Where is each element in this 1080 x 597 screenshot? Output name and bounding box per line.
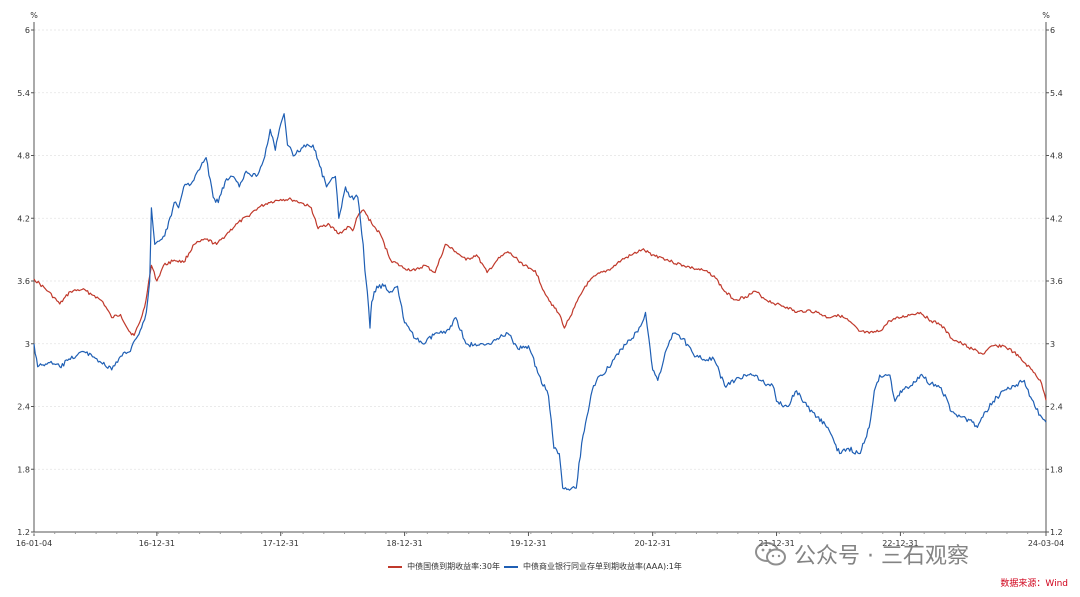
y-tick-label-right: 5.4 bbox=[1050, 89, 1063, 98]
legend-swatch-ncd bbox=[503, 565, 518, 568]
axes bbox=[33, 22, 1047, 533]
y-tick-label-left: 3 bbox=[25, 340, 30, 349]
y-tick-label-left: 4.2 bbox=[17, 214, 30, 223]
x-tick-label: 17-12-31 bbox=[263, 539, 299, 548]
y-tick-label-right: 3.6 bbox=[1050, 277, 1063, 286]
watermark-text: 公众号 · 三石观察 bbox=[794, 544, 969, 569]
x-tick-label: 16-01-04 bbox=[16, 539, 52, 548]
y-tick-label-left: 2.4 bbox=[17, 403, 30, 412]
series-lines bbox=[33, 113, 1047, 491]
series-line-aaa-ncd-1y bbox=[33, 113, 1047, 491]
x-tick-label: 24-03-04 bbox=[1028, 539, 1064, 548]
y-tick-label-left: 1.2 bbox=[17, 528, 30, 537]
grid-lines bbox=[34, 29, 1046, 470]
y-unit-right: % bbox=[1042, 11, 1050, 20]
x-tick-label: 16-12-31 bbox=[139, 539, 175, 548]
y-tick-label-left: 6 bbox=[25, 26, 30, 35]
wechat-icon bbox=[755, 542, 786, 566]
y-tick-label-left: 4.8 bbox=[17, 152, 30, 161]
y-tick-label-right: 3 bbox=[1050, 340, 1055, 349]
x-axis-ticks: 16-01-04 16-12-31 17-12-31 18-12-31 19-12-31… bbox=[16, 532, 1064, 548]
y-tick-label-left: 5.4 bbox=[17, 89, 30, 98]
y-tick-label-left: 1.8 bbox=[17, 465, 30, 474]
watermark: 公众号 · 三石观察 bbox=[754, 538, 969, 570]
y-tick-label-left: 3.6 bbox=[17, 277, 30, 286]
x-tick-label: 19-12-31 bbox=[510, 539, 546, 548]
data-source: 数据来源：Wind bbox=[1000, 579, 1068, 589]
legend-label-30y: 中债国债到期收益率:30年 bbox=[407, 562, 500, 571]
y-unit-left: % bbox=[30, 11, 38, 20]
legend-item-ncd: 中债商业银行同业存单到期收益率(AAA):1年 bbox=[503, 561, 682, 572]
y-axis-left-ticks: 6 5.4 4.8 4.2 3.6 3 2.4 1.8 1.2 bbox=[17, 26, 34, 537]
series-line-30y-treasury bbox=[33, 197, 1047, 401]
legend-label-ncd: 中债商业银行同业存单到期收益率(AAA):1年 bbox=[522, 562, 682, 571]
legend: 中债国债到期收益率:30年 中债商业银行同业存单到期收益率(AAA):1年 bbox=[0, 561, 1080, 572]
y-tick-label-right: 2.4 bbox=[1050, 403, 1063, 412]
x-tick-label: 18-12-31 bbox=[386, 539, 422, 548]
y-axis-right-ticks: 6 5.4 4.8 4.2 3.6 3 2.4 1.8 1.2 bbox=[1046, 26, 1063, 537]
legend-swatch-30y bbox=[388, 565, 403, 568]
x-tick-label: 20-12-31 bbox=[635, 539, 671, 548]
x-tick-label: 22-12-31 bbox=[882, 539, 918, 548]
y-tick-label-right: 1.2 bbox=[1050, 528, 1063, 537]
x-tick-label: 21-12-31 bbox=[758, 539, 794, 548]
y-tick-label-right: 4.2 bbox=[1050, 214, 1063, 223]
legend-item-30y: 中债国债到期收益率:30年 bbox=[388, 561, 500, 572]
y-tick-label-right: 6 bbox=[1050, 26, 1055, 35]
y-tick-label-right: 4.8 bbox=[1050, 152, 1063, 161]
y-tick-label-right: 1.8 bbox=[1050, 465, 1063, 474]
